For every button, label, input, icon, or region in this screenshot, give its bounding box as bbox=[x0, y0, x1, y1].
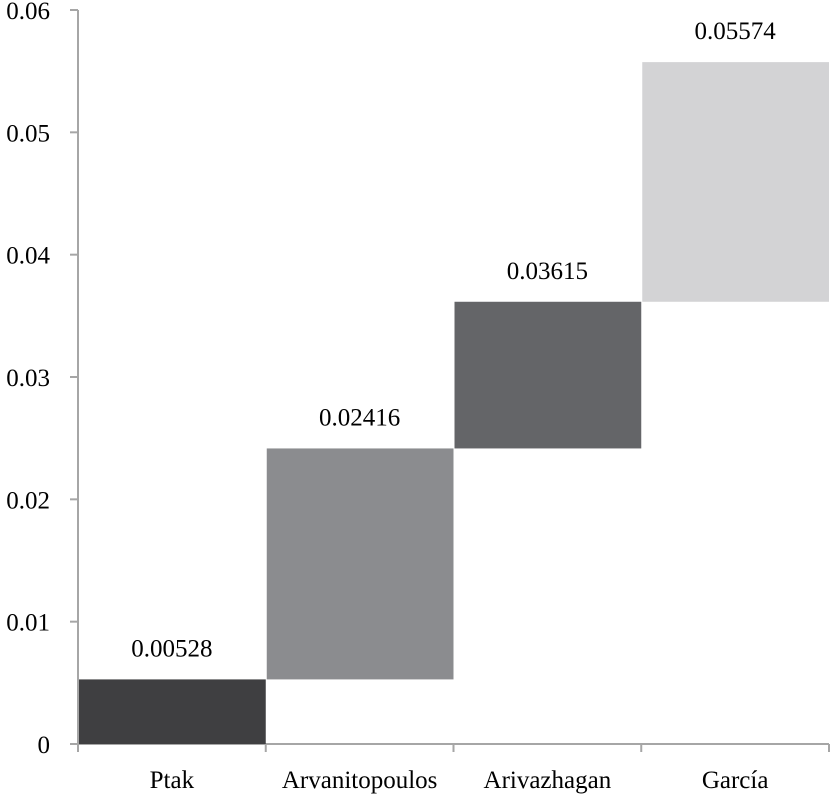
bar-arvanitopoulos bbox=[266, 448, 454, 680]
category-label: Ptak bbox=[150, 767, 195, 794]
bar-ptak bbox=[79, 679, 266, 744]
x-axis-ticks bbox=[77, 744, 830, 752]
data-labels: 0.00528 0.02416 0.03615 0.05574 bbox=[131, 18, 776, 662]
y-tick-label: 0.02 bbox=[6, 487, 50, 514]
data-label: 0.00528 bbox=[131, 635, 212, 662]
y-tick-label: 0.05 bbox=[6, 120, 50, 147]
category-labels: Ptak Arvanitopoulos Arivazhagan García bbox=[150, 767, 769, 794]
y-tick-label: 0 bbox=[38, 732, 51, 759]
category-label: Arivazhagan bbox=[484, 767, 612, 794]
data-label: 0.05574 bbox=[695, 18, 777, 45]
y-axis-ticks: 0 0.01 0.02 0.03 0.04 0.05 0.06 bbox=[6, 0, 78, 759]
data-label: 0.03615 bbox=[507, 258, 588, 285]
y-tick-label: 0.03 bbox=[6, 365, 50, 392]
bar-arivazhagan bbox=[454, 301, 642, 449]
data-label: 0.02416 bbox=[319, 404, 400, 431]
bar-series bbox=[79, 62, 829, 744]
category-label: García bbox=[702, 767, 769, 794]
bar-garca bbox=[642, 62, 829, 302]
category-label: Arvanitopoulos bbox=[282, 767, 438, 794]
y-tick-label: 0.01 bbox=[6, 610, 50, 637]
y-tick-label: 0.04 bbox=[6, 243, 50, 270]
y-tick-label: 0.06 bbox=[6, 0, 50, 25]
